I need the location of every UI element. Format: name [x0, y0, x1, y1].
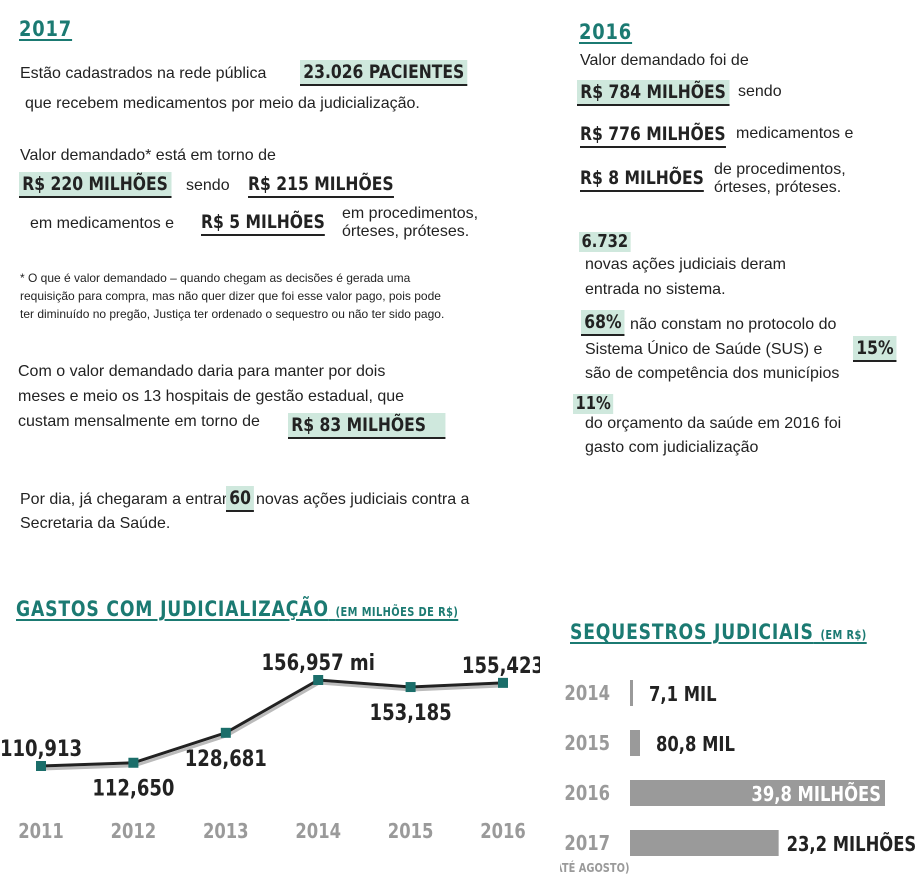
- r-intro: Valor demandado foi de: [580, 52, 749, 69]
- x-tick-label: 2012: [111, 821, 157, 844]
- footnote-line-3: ter diminuído no pregão, Justiça ter ord…: [20, 307, 445, 321]
- bar: [630, 830, 779, 856]
- bar: [630, 780, 885, 806]
- patients-highlight: 23.026 PACIENTES: [300, 60, 468, 86]
- bar: [630, 730, 640, 756]
- bar-chart-title-main: SEQUESTROS JUDICIAIS: [570, 620, 814, 644]
- bar-chart-title: SEQUESTROS JUDICIAIS (EM R$): [570, 620, 867, 644]
- category-label: 2017: [564, 833, 610, 856]
- value-meds-label: em medicamentos e: [30, 215, 175, 232]
- value-meds: R$ 215 MILHÕES: [248, 172, 394, 198]
- data-point: [313, 675, 324, 685]
- data-label: 156,957 mi: [262, 649, 375, 675]
- data-label: 128,681: [185, 745, 267, 771]
- r-pct-68-text: não constam no protocolo do: [630, 316, 837, 333]
- bar-value-label: 39,8 MILHÕES: [751, 781, 881, 806]
- footnote-line-1: * O que é valor demandado – quando chega…: [20, 271, 411, 285]
- r-total-highlight: R$ 784 MILHÕES: [577, 80, 730, 106]
- bar-value-label: 23,2 MILHÕES: [787, 831, 917, 856]
- r-pct-68: 68%: [581, 310, 625, 336]
- category-label: 2016: [564, 783, 610, 806]
- hospitals-line-2: meses e meio os 13 hospitais de gestão e…: [18, 388, 405, 405]
- data-point: [498, 677, 508, 688]
- daily-pre: Por dia, já chegaram a entrar: [20, 491, 228, 508]
- line-chart-title-main: GASTOS COM JUDICIALIZAÇÃO: [16, 597, 329, 621]
- hospitals-line-1: Com o valor demandado daria para manter …: [18, 363, 386, 380]
- data-point: [128, 757, 139, 768]
- hospitals-line-3: custam mensalmente em torno de: [18, 413, 260, 430]
- x-tick-label: 2011: [18, 821, 64, 844]
- patients-intro: Estão cadastrados na rede pública: [20, 65, 267, 82]
- line-chart-title: GASTOS COM JUDICIALIZAÇÃO (EM MILHÕES DE…: [16, 597, 458, 621]
- x-tick-label: 2016: [480, 821, 526, 844]
- r-pct-11-line-2: gasto com judicialização: [585, 439, 759, 456]
- r-pct-11-line-1: do orçamento da saúde em 2016 foi: [585, 415, 842, 432]
- category-label: 2015: [564, 733, 610, 756]
- line-chart: 110,913 2011 112,650 2012 128,681 2013 156,957…: [0, 649, 540, 844]
- year-2016-heading: 2016: [579, 20, 633, 44]
- hospitals-highlight: R$ 83 MILHÕES: [288, 413, 446, 439]
- data-point: [220, 727, 231, 738]
- value-proc-label-1: em procedimentos,: [342, 205, 479, 222]
- r-meds: R$ 776 MILHÕES: [580, 122, 726, 148]
- r-acoes-line-1: novas ações judiciais deram: [585, 256, 786, 273]
- bar-value-label: 80,8 MIL: [656, 734, 735, 757]
- r-acoes-line-2: entrada no sistema.: [585, 281, 726, 298]
- daily-highlight: 60: [226, 486, 255, 512]
- value-proc-label-2: órteses, próteses.: [342, 223, 470, 240]
- data-label: 155,423: [462, 652, 540, 678]
- bar: [630, 680, 633, 706]
- r-meds-label: medicamentos e: [736, 125, 854, 142]
- daily-post: novas ações judiciais contra a: [256, 491, 470, 508]
- r-proc: R$ 8 MILHÕES: [580, 166, 704, 192]
- year-2017-heading: 2017: [19, 17, 73, 41]
- x-tick-label: 2013: [203, 821, 249, 844]
- r-acoes-number: 6.732: [579, 232, 631, 252]
- value-sendo: sendo: [186, 177, 230, 194]
- line-chart-subtitle: (EM MILHÕES DE R$): [335, 605, 459, 619]
- daily-line-2: Secretaria da Saúde.: [20, 515, 171, 532]
- series-line: [40, 678, 504, 768]
- patients-text: que recebem medicamentos por meio da jud…: [25, 95, 420, 112]
- data-label: 112,650: [92, 775, 174, 801]
- r-pct-15-text: são de competência dos municípios: [585, 365, 840, 382]
- value-total-highlight: R$ 220 MILHÕES: [19, 172, 172, 198]
- x-tick-label: 2014: [295, 821, 341, 844]
- r-sendo: sendo: [738, 83, 782, 100]
- category-note: (ATÉ AGOSTO): [560, 861, 629, 875]
- r-pct-15: 15%: [853, 336, 897, 362]
- value-intro: Valor demandado* está em torno de: [20, 147, 276, 164]
- r-pct-68-line-2: Sistema Único de Saúde (SUS) e: [585, 341, 823, 358]
- bar-chart: 2014 7,1 MIL 2015 80,8 MIL 2016 39,8 MILHÕES 2…: [560, 680, 917, 875]
- r-proc-label-2: órteses, próteses.: [714, 179, 842, 196]
- series-line-shadow: [41, 681, 505, 771]
- data-point: [405, 682, 416, 693]
- value-proc: R$ 5 MILHÕES: [201, 210, 325, 236]
- x-tick-label: 2015: [388, 821, 434, 844]
- data-point: [36, 761, 46, 771]
- category-label: 2014: [564, 683, 610, 706]
- data-label: 110,913: [0, 735, 82, 761]
- bar-value-label: 7,1 MIL: [649, 684, 717, 707]
- data-label: 153,185: [370, 699, 452, 725]
- r-proc-label-1: de procedimentos,: [714, 161, 846, 178]
- footnote-line-2: requisição para compra, mas não quer diz…: [20, 289, 441, 303]
- bar-chart-subtitle: (EM R$): [820, 628, 867, 642]
- r-pct-11: 11%: [573, 394, 614, 414]
